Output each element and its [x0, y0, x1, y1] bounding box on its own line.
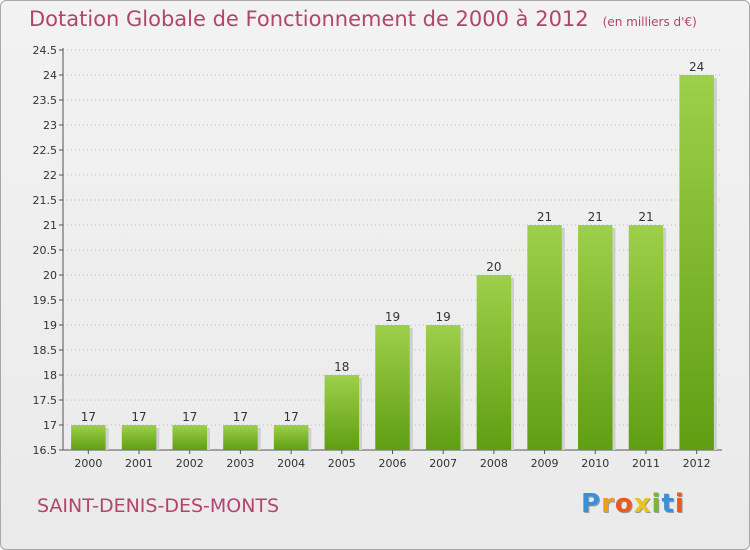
y-tick-label: 19.5	[33, 294, 58, 307]
bar-2004	[273, 425, 309, 450]
bar-2007	[425, 325, 461, 450]
title-text: Dotation Globale de Fonctionnement de 20…	[29, 7, 589, 31]
value-label: 21	[537, 210, 552, 224]
y-tick-label: 19	[43, 319, 57, 332]
x-tick-label: 2007	[429, 457, 457, 470]
x-tick-label: 2011	[632, 457, 660, 470]
x-tick-label: 2006	[379, 457, 407, 470]
x-tick-label: 2002	[176, 457, 204, 470]
bar-2010	[578, 225, 613, 450]
labels: 16.5 17 17.5 18 18.5 19 19.5 20 20.5 21 21.5 22 22.5…	[33, 44, 711, 470]
x-tick-label: 2001	[125, 457, 153, 470]
value-label: 17	[233, 410, 248, 424]
value-label: 19	[436, 310, 451, 324]
bar-2006	[375, 325, 410, 450]
x-tick-label: 2005	[328, 457, 356, 470]
unit-label: (en milliers d'€)	[602, 15, 697, 29]
x-tick-label: 2008	[480, 457, 508, 470]
y-tick-label: 17.5	[33, 394, 58, 407]
bar-2011	[628, 225, 664, 450]
bar-2001	[121, 425, 157, 450]
value-label: 20	[486, 260, 501, 274]
y-tick-label: 22	[43, 169, 57, 182]
x-tick-label: 2012	[683, 457, 711, 470]
value-label: 21	[588, 210, 603, 224]
x-tick-label: 2003	[226, 457, 254, 470]
y-tick-label: 21.5	[33, 194, 58, 207]
y-tick-label: 20	[43, 269, 57, 282]
bar-2012	[679, 75, 714, 450]
y-tick-label: 18.5	[33, 344, 58, 357]
bars	[71, 75, 717, 450]
y-tick-label: 20.5	[33, 244, 58, 257]
commune-name: SAINT-DENIS-DES-MONTS	[37, 495, 280, 517]
value-label: 18	[334, 360, 349, 374]
value-label: 17	[81, 410, 96, 424]
x-tick-label: 2009	[531, 457, 559, 470]
y-tick-label: 24.5	[33, 44, 58, 57]
chart-title: Dotation Globale de Fonctionnement de 20…	[29, 7, 697, 31]
bar-2003	[223, 425, 258, 450]
value-label: 21	[638, 210, 653, 224]
y-tick-label: 24	[43, 69, 57, 82]
proxiti-logo[interactable]: Proxiti	[581, 489, 685, 519]
x-tick-label: 2000	[74, 457, 102, 470]
value-label: 17	[283, 410, 298, 424]
x-tick-label: 2004	[277, 457, 305, 470]
y-tick-label: 22.5	[33, 144, 58, 157]
y-tick-label: 18	[43, 369, 57, 382]
y-tick-label: 21	[43, 219, 57, 232]
x-tick-label: 2010	[581, 457, 609, 470]
bar-2008	[476, 275, 512, 450]
value-label: 17	[182, 410, 197, 424]
value-label: 19	[385, 310, 400, 324]
value-label: 17	[131, 410, 146, 424]
bar-2005	[324, 375, 360, 450]
y-tick-label: 16.5	[33, 444, 58, 457]
bar-2000	[71, 425, 106, 450]
bar-2009	[527, 225, 562, 450]
bar-2002	[172, 425, 207, 450]
y-tick-label: 23	[43, 119, 57, 132]
y-tick-label: 23.5	[33, 94, 58, 107]
y-tick-label: 17	[43, 419, 57, 432]
value-label: 24	[689, 60, 704, 74]
